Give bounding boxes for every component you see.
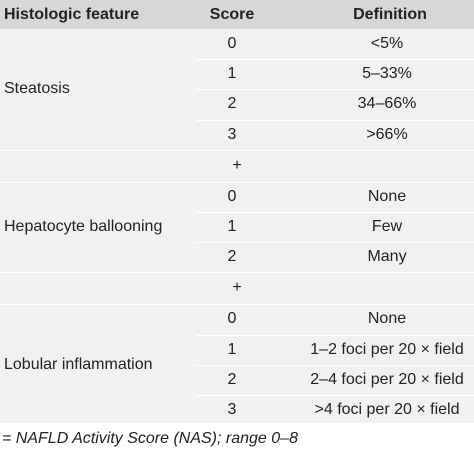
group-rule	[0, 304, 474, 306]
header-score: Score	[209, 5, 255, 23]
row-rule	[196, 395, 474, 396]
feature-cell: Lobular inflammation	[4, 355, 153, 373]
row-rule	[196, 89, 474, 91]
score-cell: 2	[227, 248, 237, 266]
row-rule	[196, 212, 474, 213]
group-rule	[0, 181, 474, 183]
separator-cell: +	[232, 279, 242, 297]
score-cell: 3	[227, 125, 237, 143]
score-cell: 2	[227, 370, 237, 388]
header-definition: Definition	[353, 5, 427, 23]
group-rule	[0, 272, 474, 274]
score-cell: 0	[227, 187, 237, 205]
score-cell: 1	[227, 340, 237, 358]
score-cell: 3	[227, 401, 237, 419]
definition-cell: 2–4 foci per 20 × field	[310, 370, 464, 388]
header-feature: Histologic feature	[4, 5, 140, 23]
row-rule	[196, 59, 474, 61]
group-rule	[0, 149, 474, 151]
definition-cell: 1–2 foci per 20 × field	[310, 340, 464, 358]
row-rule	[196, 364, 474, 366]
row-rule	[196, 119, 474, 121]
definition-cell: None	[367, 187, 407, 205]
row-rule	[196, 242, 474, 244]
header-background	[0, 0, 474, 29]
score-cell: 1	[227, 218, 237, 236]
feature-cell: Hepatocyte ballooning	[4, 218, 163, 236]
definition-cell: >66%	[366, 125, 408, 143]
definition-cell: >4 foci per 20 × field	[314, 401, 460, 419]
footer: = NAFLD Activity Score (NAS); range 0–8	[2, 430, 298, 448]
definition-cell: 34–66%	[357, 95, 417, 113]
feature-cell: Steatosis	[4, 80, 70, 98]
definition-cell: Few	[371, 218, 403, 236]
separator-cell: +	[232, 156, 242, 174]
definition-cell: Many	[367, 248, 407, 266]
row-rule	[196, 334, 474, 336]
score-cell: 1	[227, 65, 237, 83]
definition-cell: <5%	[370, 35, 404, 53]
score-cell: 2	[227, 95, 237, 113]
definition-cell: None	[367, 310, 407, 328]
definition-cell: 5–33%	[362, 65, 412, 83]
body-background	[0, 29, 474, 423]
score-cell: 0	[227, 310, 237, 328]
score-cell: 0	[227, 35, 237, 53]
